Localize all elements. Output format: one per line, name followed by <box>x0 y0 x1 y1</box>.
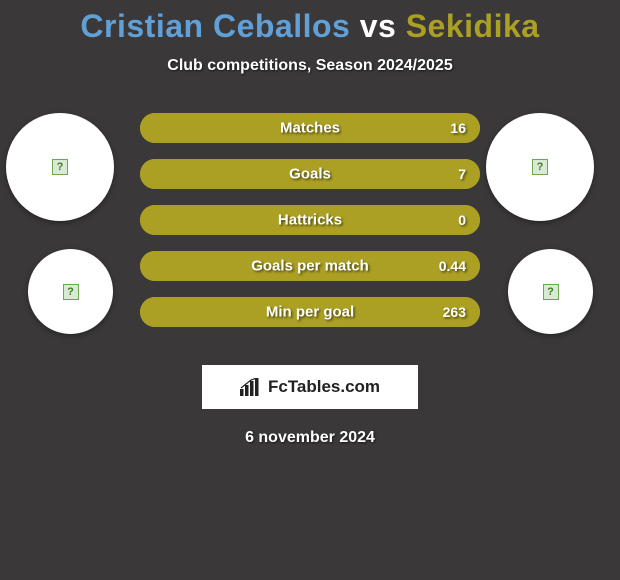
image-placeholder-icon <box>532 159 548 175</box>
stat-bar: Goals per match 0.44 <box>140 251 480 281</box>
stat-value: 0.44 <box>439 258 466 274</box>
stat-value: 0 <box>458 212 466 228</box>
brand-text: FcTables.com <box>268 377 380 397</box>
image-placeholder-icon <box>543 284 559 300</box>
player-avatar-bottom-right <box>508 249 593 334</box>
stat-value: 263 <box>443 304 466 320</box>
bar-chart-icon <box>240 378 262 396</box>
stat-bar: Hattricks 0 <box>140 205 480 235</box>
stat-label: Matches <box>280 120 340 137</box>
subtitle: Club competitions, Season 2024/2025 <box>0 57 620 75</box>
brand-box: FcTables.com <box>202 365 418 409</box>
player-avatar-top-right <box>486 113 594 221</box>
stat-label: Goals per match <box>251 258 369 275</box>
player-avatar-bottom-left <box>28 249 113 334</box>
player-avatar-top-left <box>6 113 114 221</box>
stat-value: 16 <box>450 120 466 136</box>
stat-label: Hattricks <box>278 212 342 229</box>
comparison-chart: Matches 16 Goals 7 Hattricks 0 Goals per match… <box>0 113 620 343</box>
date-line: 6 november 2024 <box>0 429 620 447</box>
image-placeholder-icon <box>63 284 79 300</box>
stat-bar: Matches 16 <box>140 113 480 143</box>
stat-bar: Goals 7 <box>140 159 480 189</box>
stat-label: Min per goal <box>266 304 354 321</box>
stat-bar: Min per goal 263 <box>140 297 480 327</box>
page-title: Cristian Ceballos vs Sekidika <box>0 0 620 45</box>
stat-value: 7 <box>458 166 466 182</box>
stat-bars: Matches 16 Goals 7 Hattricks 0 Goals per match… <box>140 113 480 327</box>
image-placeholder-icon <box>52 159 68 175</box>
stat-label: Goals <box>289 166 331 183</box>
